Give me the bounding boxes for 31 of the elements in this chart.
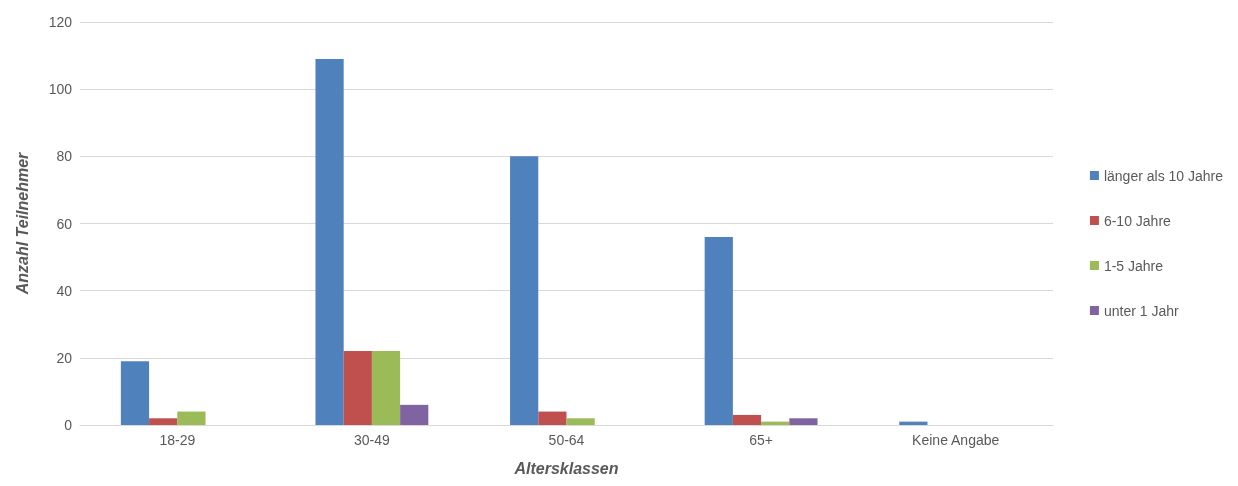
bar [177,411,206,425]
bar [538,411,567,425]
y-tick-label: 100 [48,81,73,98]
x-tick-label: 65+ [749,432,773,448]
bar [732,414,762,425]
y-tick-label: 120 [48,14,73,30]
bar [315,58,344,425]
bar [371,351,401,425]
x-axis-title: Altersklassen [513,459,619,477]
x-tick-label: 30-49 [353,432,391,448]
bar [149,418,178,425]
bar [789,418,818,425]
bar [120,361,150,425]
x-tick-label: 18-29 [159,432,196,448]
x-tick-label: Keine Angabe [912,432,1000,448]
y-axis-title: Anzahl Teilnehmer [13,151,31,296]
bar [400,404,429,425]
bar [704,236,733,425]
legend-label: 1-5 Jahre [1103,257,1164,274]
bar [510,156,539,425]
legend-label: unter 1 Jahr [1103,302,1179,319]
y-tick-label: 0 [64,417,73,433]
legend-label: 6-10 Jahre [1103,212,1172,229]
y-tick-label: 20 [56,349,73,366]
x-tick-label: 50-64 [548,432,585,448]
bar [566,418,595,425]
legend-label: länger als 10 Jahre [1103,167,1224,184]
y-tick-label: 40 [56,282,73,299]
bar [343,351,372,425]
y-tick-label: 60 [56,215,73,232]
y-tick-label: 80 [56,148,73,165]
